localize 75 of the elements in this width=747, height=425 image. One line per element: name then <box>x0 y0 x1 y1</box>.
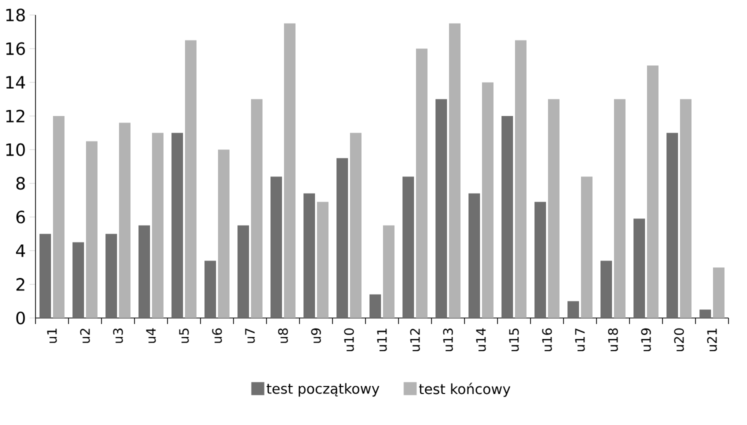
y-tick-label: 18 <box>6 8 25 22</box>
bar <box>40 234 52 318</box>
bar <box>284 23 296 318</box>
bar <box>370 294 382 318</box>
bar <box>86 141 98 318</box>
bar <box>534 202 546 318</box>
x-tick-label: u16 <box>542 328 552 352</box>
x-tick-label: u1 <box>47 328 57 343</box>
y-tick-label: 0 <box>16 312 25 324</box>
x-tick-label: u12 <box>410 328 420 352</box>
x-tick-label: u19 <box>641 328 651 352</box>
bar <box>647 66 659 318</box>
x-tick-label: u6 <box>212 328 222 343</box>
x-tick-label: u15 <box>509 328 519 352</box>
bar <box>482 82 494 318</box>
bar <box>634 218 646 318</box>
bar <box>468 193 480 318</box>
legend-label: test początkowy <box>266 383 380 397</box>
bar <box>666 132 678 318</box>
bar <box>218 150 230 318</box>
bar <box>238 225 250 318</box>
x-tick-label: u10 <box>344 328 354 352</box>
y-tick-label: 8 <box>16 176 25 190</box>
bar <box>317 202 329 318</box>
bar <box>350 132 362 318</box>
y-tick-label: 12 <box>6 110 24 122</box>
bar <box>152 132 164 318</box>
legend-label: test końcowy <box>419 382 510 397</box>
x-tick-label: u3 <box>113 328 123 343</box>
x-tick-label: u20 <box>674 328 684 352</box>
bar <box>416 48 428 318</box>
bar <box>600 260 612 318</box>
bar <box>106 234 118 318</box>
x-tick-label: u9 <box>311 328 321 343</box>
y-tick-label: 10 <box>6 143 25 156</box>
x-tick-label: u11 <box>377 328 387 352</box>
bar <box>336 158 348 318</box>
x-tick-label: u8 <box>278 328 288 343</box>
bar <box>449 23 461 318</box>
bar <box>204 260 216 318</box>
y-tick-label: 16 <box>6 42 25 56</box>
bar <box>72 242 84 318</box>
bar <box>568 301 580 318</box>
bar <box>515 40 527 318</box>
bar <box>502 116 514 318</box>
x-tick-label: u2 <box>80 328 90 343</box>
y-tick-label: 14 <box>6 76 26 89</box>
x-tick-label: u18 <box>608 328 618 352</box>
bar <box>614 99 626 318</box>
bar <box>436 99 448 318</box>
bar <box>270 176 282 318</box>
x-tick-label: u13 <box>443 328 453 352</box>
bar <box>304 193 316 318</box>
x-tick-label: u17 <box>575 328 585 352</box>
bar <box>680 99 692 318</box>
y-tick-label: 6 <box>16 210 25 224</box>
x-tick-label: u7 <box>245 328 255 343</box>
bar <box>251 99 263 318</box>
bar <box>383 225 395 318</box>
x-tick-label: u14 <box>476 328 486 352</box>
bar <box>185 40 196 318</box>
y-tick-label: 2 <box>16 278 24 291</box>
bar <box>700 310 712 318</box>
y-tick-label: 4 <box>16 244 26 257</box>
bar <box>402 176 414 318</box>
bar <box>713 268 725 318</box>
bar <box>548 99 560 318</box>
bar <box>172 132 184 318</box>
x-tick-label: u4 <box>146 328 156 343</box>
x-tick-label: u21 <box>707 328 717 352</box>
x-tick-label: u5 <box>179 328 189 343</box>
bar <box>581 176 593 318</box>
bar <box>138 225 150 318</box>
bar <box>119 122 130 318</box>
bar <box>53 116 64 318</box>
